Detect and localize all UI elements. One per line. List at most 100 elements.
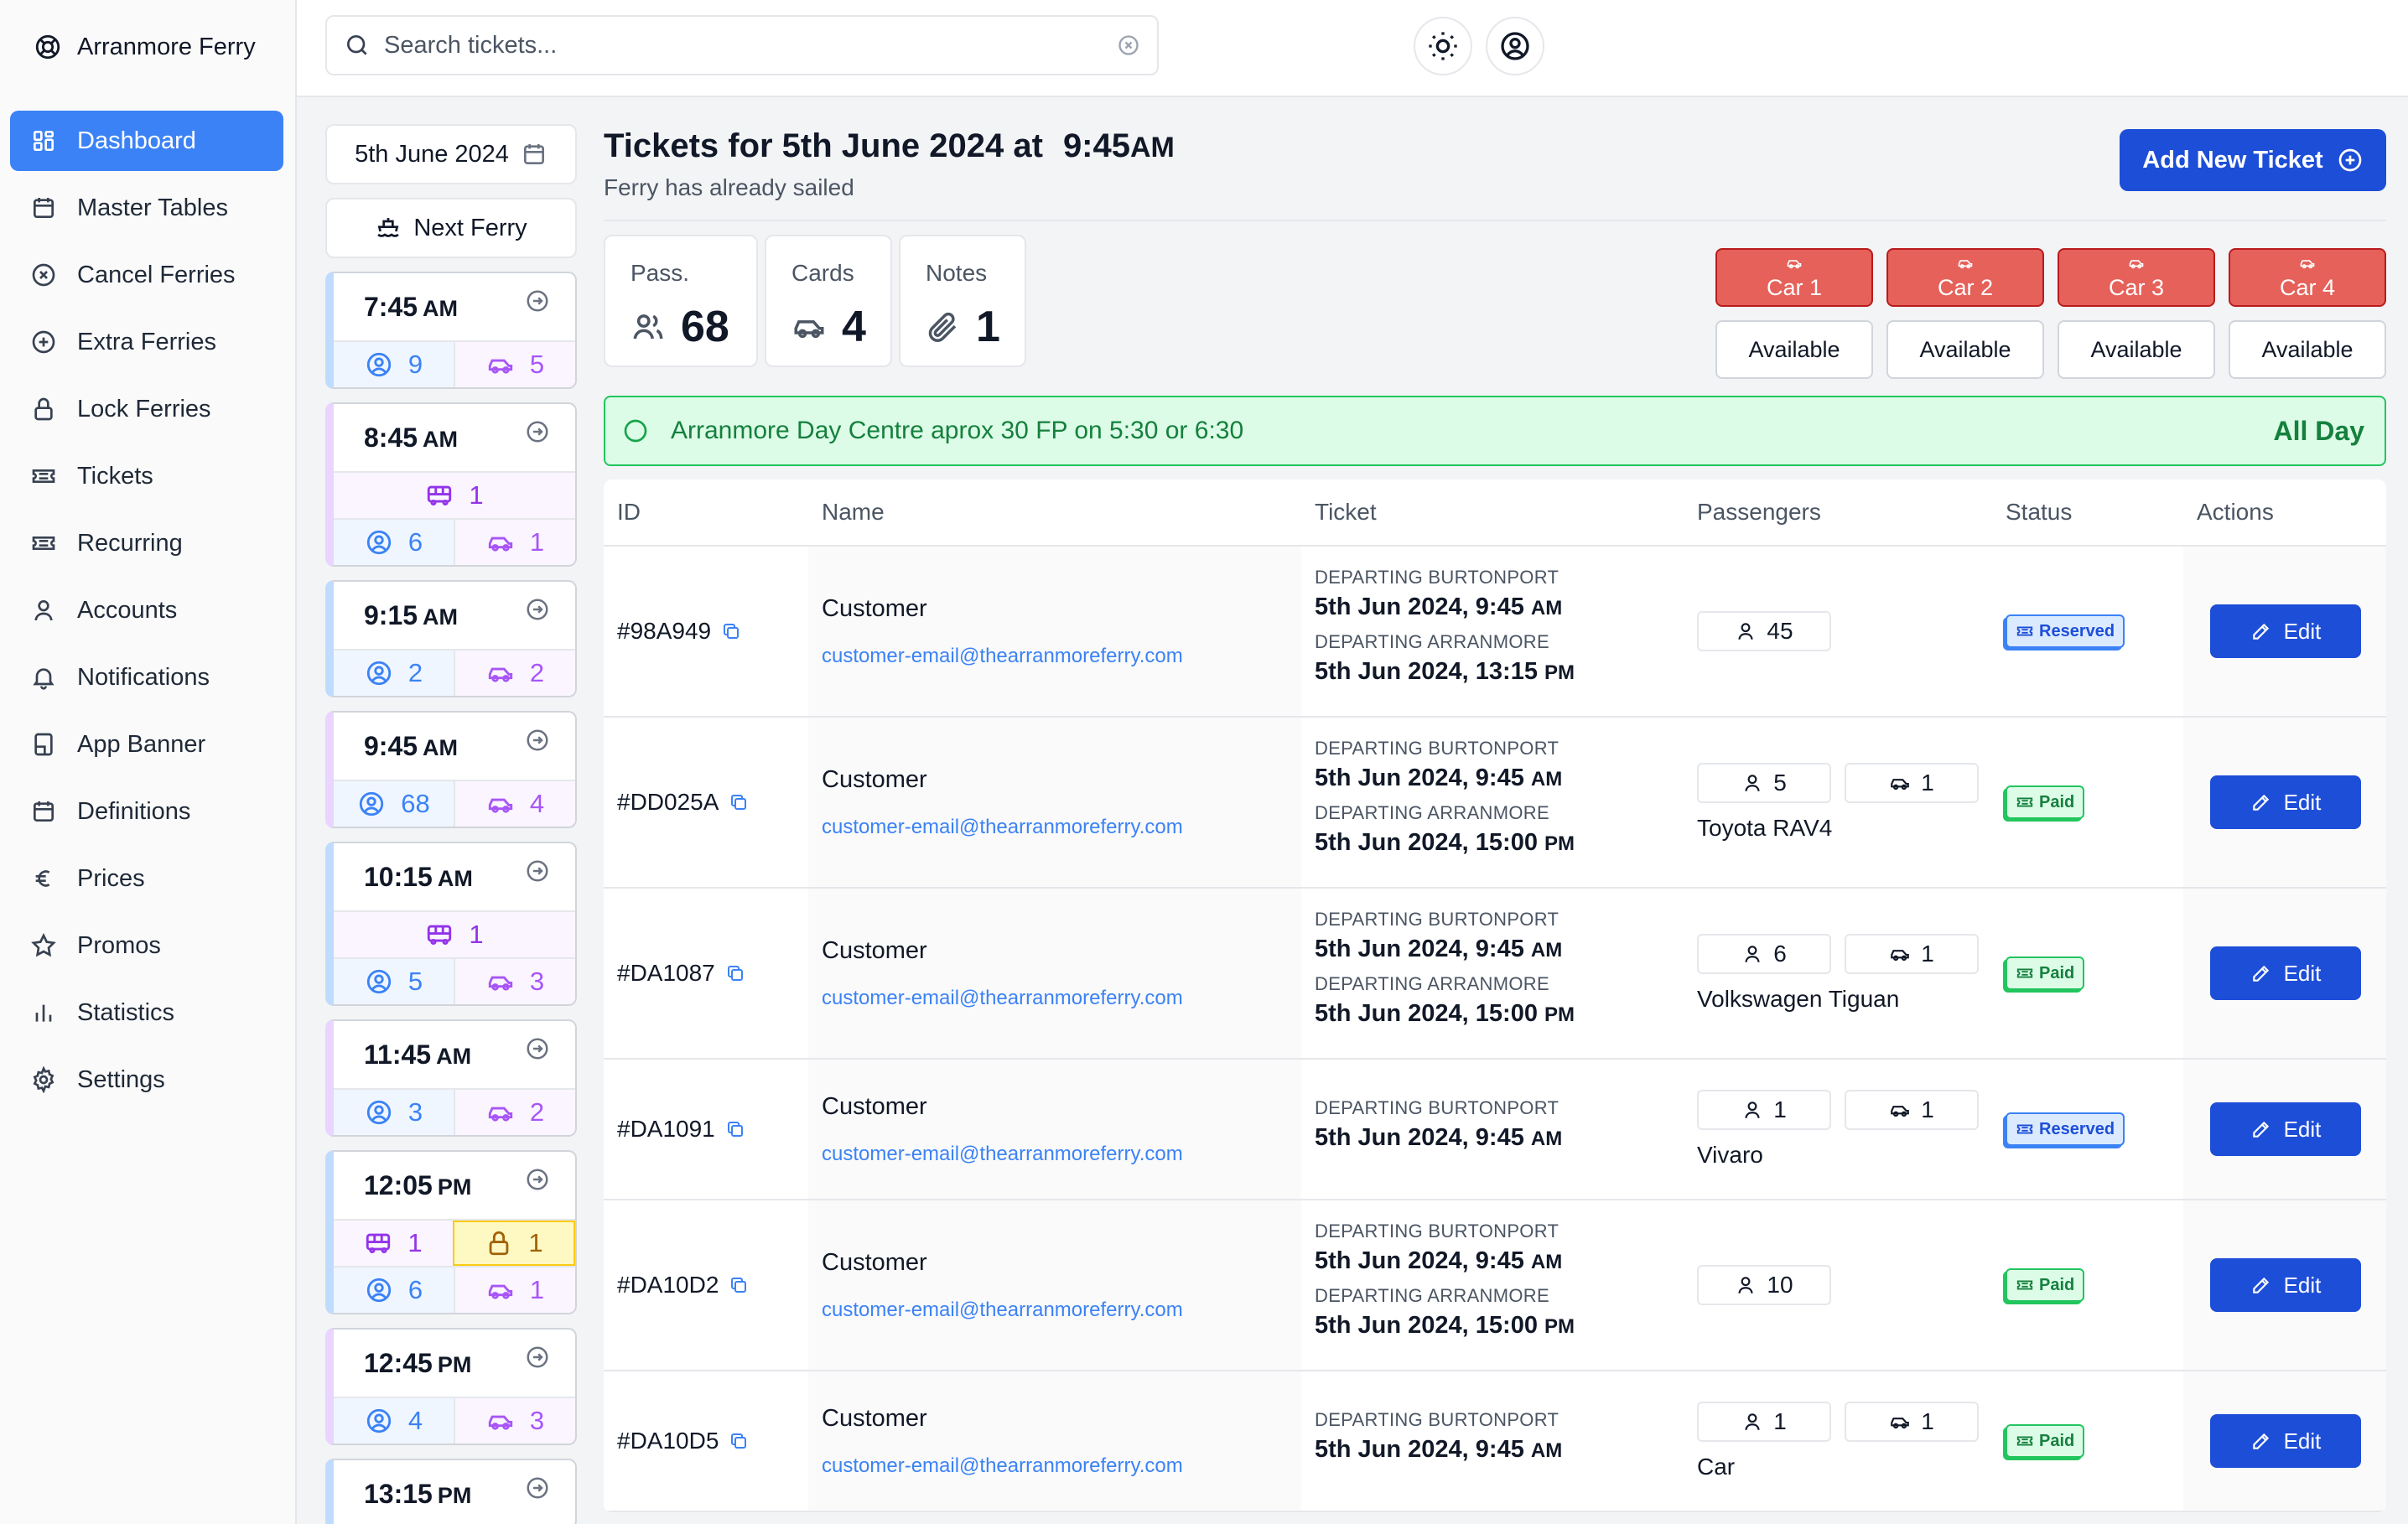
passenger-icon: [366, 1278, 392, 1303]
customer-email[interactable]: customer-email@thearranmoreferry.com: [822, 1298, 1183, 1321]
sidebar-item-tickets[interactable]: Tickets: [10, 446, 283, 506]
clear-search-icon[interactable]: [1117, 34, 1140, 57]
user-menu-button[interactable]: [1486, 17, 1544, 75]
edit-button[interactable]: Edit: [2210, 946, 2361, 1000]
edit-button[interactable]: Edit: [2210, 775, 2361, 829]
sidebar-item-label: Notifications: [77, 663, 210, 691]
vehicle-name: Volkswagen Tiguan: [1697, 986, 1900, 1012]
ticket-legs: DEPARTING BURTONPORT 5th Jun 2024, 9:45 …: [1301, 1200, 1684, 1370]
ferry-card[interactable]: 11:45 AM 3 2: [325, 1019, 577, 1137]
car-slot-label[interactable]: Car 1: [1715, 248, 1873, 307]
car-slot-status[interactable]: Available: [1886, 320, 2044, 379]
theme-toggle-button[interactable]: [1414, 17, 1472, 75]
search-input[interactable]: [384, 31, 1103, 60]
table-row[interactable]: #DA1091 Customer customer-email@thearranm…: [604, 1060, 2386, 1200]
sidebar-item-extra-ferries[interactable]: Extra Ferries: [10, 312, 283, 372]
sidebar-item-lock-ferries[interactable]: Lock Ferries: [10, 379, 283, 439]
copy-id-button[interactable]: [725, 963, 745, 983]
sidebar-item-cancel-ferries[interactable]: Cancel Ferries: [10, 245, 283, 305]
sidebar-item-notifications[interactable]: Notifications: [10, 647, 283, 708]
car-slot-status[interactable]: Available: [2229, 320, 2386, 379]
sidebar-item-accounts[interactable]: Accounts: [10, 580, 283, 640]
vehicle-name: Vivaro: [1697, 1142, 1763, 1168]
brand[interactable]: Arranmore Ferry: [34, 29, 256, 65]
table-row[interactable]: #DA10D5 Customer customer-email@thearranm…: [604, 1371, 2386, 1512]
passenger-count: 6: [334, 520, 454, 565]
ferry-card[interactable]: 7:45 AM 9 5: [325, 272, 577, 389]
sidebar-item-definitions[interactable]: Definitions: [10, 781, 283, 842]
customer-email[interactable]: customer-email@thearranmoreferry.com: [822, 1454, 1183, 1477]
sidebar-item-settings[interactable]: Settings: [10, 1050, 283, 1110]
car-count: 1: [454, 1267, 575, 1313]
ferry-card-header: 8:45 AM: [334, 404, 575, 471]
ticket-id: #DD025A: [617, 789, 808, 816]
ferry-card[interactable]: 12:45 PM 4 3: [325, 1328, 577, 1445]
sidebar-item-statistics[interactable]: Statistics: [10, 982, 283, 1043]
col-id[interactable]: ID: [617, 499, 641, 525]
ferry-card[interactable]: 9:45 AM 68 4: [325, 711, 577, 828]
col-status[interactable]: Status: [2006, 499, 2073, 525]
ticket-legs: DEPARTING BURTONPORT 5th Jun 2024, 9:45 …: [1301, 1060, 1684, 1199]
stat-notes[interactable]: Notes 1: [899, 235, 1026, 367]
customer-email[interactable]: customer-email@thearranmoreferry.com: [822, 644, 1183, 667]
edit-button[interactable]: Edit: [2210, 1258, 2361, 1312]
customer-email[interactable]: customer-email@thearranmoreferry.com: [822, 1142, 1183, 1165]
sidebar-item-app-banner[interactable]: App Banner: [10, 714, 283, 775]
table-row[interactable]: #98A949 Customer customer-email@thearranm…: [604, 547, 2386, 718]
sailing-status-text: Ferry has already sailed: [604, 174, 854, 200]
col-name[interactable]: Name: [822, 499, 885, 525]
col-passengers[interactable]: Passengers: [1697, 499, 1821, 525]
edit-button[interactable]: Edit: [2210, 1414, 2361, 1468]
car-slot-status[interactable]: Available: [1715, 320, 1873, 379]
car-count: 5: [454, 342, 575, 387]
sidebar-item-label: Prices: [77, 864, 145, 892]
ferry-card[interactable]: 12:05 PM 1 1 6 1: [325, 1150, 577, 1314]
customer-email[interactable]: customer-email@thearranmoreferry.com: [822, 815, 1183, 838]
sidebar-item-dashboard[interactable]: Dashboard: [10, 111, 283, 171]
search-box[interactable]: [325, 15, 1159, 75]
next-ferry-button[interactable]: Next Ferry: [325, 198, 577, 258]
copy-id-button[interactable]: [729, 1275, 749, 1295]
stat-passengers: Pass. 68: [604, 235, 758, 367]
table-row[interactable]: #DA10D2 Customer customer-email@thearranm…: [604, 1200, 2386, 1371]
ferry-notice-banner[interactable]: Arranmore Day Centre aprox 30 FP on 5:30…: [604, 396, 2386, 466]
customer-name: Customer: [822, 1404, 927, 1432]
sidebar-item-prices[interactable]: Prices: [10, 848, 283, 909]
sidebar-item-promos[interactable]: Promos: [10, 915, 283, 976]
date-picker-button[interactable]: 5th June 2024: [325, 124, 577, 184]
ferry-card[interactable]: 10:15 AM 1 5 3: [325, 842, 577, 1006]
ticket-legs: DEPARTING BURTONPORT 5th Jun 2024, 9:45 …: [1301, 1371, 1684, 1511]
users-icon: [633, 314, 663, 340]
sidebar-item-label: Promos: [77, 931, 161, 959]
ferry-time: 12:05 PM: [364, 1169, 472, 1200]
stat-passengers-value: 68: [681, 303, 729, 351]
car-slot-status[interactable]: Available: [2058, 320, 2215, 379]
status-badge: Paid: [2006, 1424, 2085, 1458]
car-slot-label[interactable]: Car 3: [2058, 248, 2215, 307]
table-row[interactable]: #DA1087 Customer customer-email@thearranm…: [604, 889, 2386, 1060]
ferry-time: 10:15 AM: [364, 861, 473, 892]
table-row[interactable]: #DD025A Customer customer-email@thearranm…: [604, 718, 2386, 889]
customer-email[interactable]: customer-email@thearranmoreferry.com: [822, 986, 1183, 1009]
col-ticket[interactable]: Ticket: [1315, 499, 1377, 525]
ferry-card[interactable]: 8:45 AM 1 6 1: [325, 402, 577, 567]
copy-id-button[interactable]: [725, 1119, 745, 1139]
car-icon: [488, 1107, 513, 1122]
ferry-card-header: 12:45 PM: [334, 1330, 575, 1397]
copy-id-button[interactable]: [721, 621, 741, 641]
edit-button[interactable]: Edit: [2210, 1102, 2361, 1156]
car-icon: [794, 320, 824, 339]
sidebar-item-master-tables[interactable]: Master Tables: [10, 178, 283, 238]
copy-id-button[interactable]: [729, 792, 749, 812]
car-slot-label[interactable]: Car 4: [2229, 248, 2386, 307]
ferry-card[interactable]: 13:15 PM: [325, 1459, 577, 1524]
ferry-card[interactable]: 9:15 AM 2 2: [325, 580, 577, 697]
customer-name: Customer: [822, 594, 927, 622]
add-new-ticket-button[interactable]: Add New Ticket: [2120, 129, 2386, 191]
edit-button[interactable]: Edit: [2210, 604, 2361, 658]
car-slot-label[interactable]: Car 2: [1886, 248, 2044, 307]
sidebar-item-recurring[interactable]: Recurring: [10, 513, 283, 573]
copy-id-button[interactable]: [729, 1431, 749, 1451]
pencil-icon: [2252, 1121, 2269, 1138]
